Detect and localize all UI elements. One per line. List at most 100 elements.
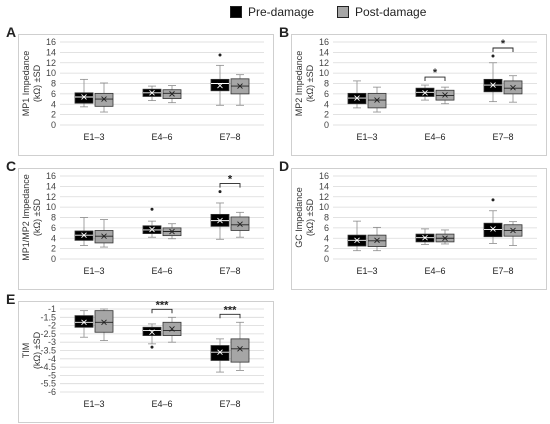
mean-marker: [169, 228, 175, 235]
mean-marker: [374, 97, 380, 103]
mean-marker: [217, 349, 223, 355]
mean-marker: [442, 92, 448, 98]
chart-e-svg: -1-1.5-2-2.5-3-3.5-4-4.5-5-5.5-6 TIM(kΩ) …: [21, 299, 264, 409]
x-tick-label: E1–3: [356, 132, 377, 142]
box: [74, 315, 94, 328]
mean-marker: [354, 95, 360, 101]
x-tick-label: E7–8: [219, 399, 240, 409]
mean-marker: [81, 232, 87, 238]
x-tick-label: E1–3: [356, 266, 377, 276]
significance-bracket: [424, 76, 446, 82]
legend-item-pre-damage: Pre-damage: [230, 5, 314, 19]
y-tick-label: -4: [48, 354, 56, 364]
y-tick-label: -3.5: [40, 346, 56, 356]
y-tick-label: 8: [51, 213, 56, 223]
y-tick-label: 6: [51, 223, 56, 233]
panel-e: E -1 -1.5 -2 -2.5 -3 -3.5 -4 -4.5 -5 -5.5 -6 TIM(kΩ…: [4, 291, 274, 423]
y-tick-label: 8: [324, 79, 329, 89]
y-axis-label-line: TIM: [21, 343, 31, 359]
y-tick-label: 0: [324, 254, 329, 264]
y-tick-label: -2: [48, 321, 56, 331]
outlier-point: [150, 207, 154, 211]
legend: Pre-damage Post-damage: [0, 4, 550, 22]
mean-marker: [422, 90, 428, 96]
mean-marker: [81, 319, 87, 326]
y-tick-label: 16: [46, 37, 56, 47]
y-tick-label: 6: [51, 89, 56, 99]
y-tick-label: -2.5: [40, 329, 56, 339]
y-tick-label: 0: [51, 120, 56, 130]
y-tick-label: 16: [319, 37, 329, 47]
significance-bracket: [219, 183, 241, 188]
y-tick-label: -3: [48, 337, 56, 347]
mean-marker: [510, 227, 516, 234]
y-tick-label: 0: [324, 120, 329, 130]
y-axis-label-line: MP1 Impedance: [21, 51, 31, 117]
legend-swatch-post-damage: [337, 6, 349, 18]
y-axis-label-line: (kΩ) ±SD: [32, 331, 42, 369]
panel-letter: E: [6, 291, 16, 307]
y-tick-label: 2: [324, 110, 329, 120]
mean-marker: [169, 91, 175, 97]
mean-marker: [374, 237, 380, 244]
box: [94, 92, 114, 107]
outlier-point: [491, 198, 495, 202]
box: [142, 326, 162, 336]
y-tick-label: 8: [51, 79, 56, 89]
y-axis-label-line: GC Impedance: [294, 187, 304, 248]
y-tick-label: 14: [319, 181, 329, 191]
panel-frame: [18, 301, 274, 423]
significance-star: *: [228, 174, 233, 186]
panel-a: A 0 2 4 6 8 10 12 14 16 MP1 Impedance(kΩ) ±SD E1–3…: [4, 24, 274, 156]
y-tick-label: 6: [324, 89, 329, 99]
mean-marker: [101, 96, 107, 102]
mean-marker: [149, 90, 155, 96]
mean-marker: [354, 237, 360, 244]
y-tick-label: 4: [51, 233, 56, 243]
y-tick-label: 16: [46, 171, 56, 181]
panel-letter: C: [6, 158, 17, 174]
y-tick-label: 4: [324, 99, 329, 109]
y-tick-label: 2: [324, 244, 329, 254]
mean-marker: [237, 346, 243, 352]
panel-letter: A: [6, 24, 17, 40]
box: [74, 92, 94, 104]
mean-marker: [101, 319, 107, 326]
significance-star: ***: [224, 304, 238, 316]
outlier-point: [491, 54, 495, 58]
panel-d: D 0 2 4 6 8 10 12 14 16 GC Impedance(kΩ) ±SD E1–3 E…: [277, 158, 547, 290]
y-axis-label: MP1/MP2 Impedance(kΩ) ±SD: [21, 174, 42, 261]
y-tick-label: 14: [46, 47, 56, 57]
y-axis-label: MP2 Impedance(kΩ) ±SD: [294, 51, 315, 117]
y-tick-label: 2: [51, 244, 56, 254]
mean-marker: [149, 226, 155, 233]
outlier-point: [150, 345, 154, 349]
outlier-point: [218, 190, 222, 194]
x-tick-label: E1–3: [83, 399, 104, 409]
panel-c: C 0 2 4 6 8 10 12 14 16 MP1/MP2 Impedance(kΩ) ±SD…: [4, 158, 274, 290]
y-axis-label-line: (kΩ) ±SD: [32, 198, 42, 236]
y-tick-label: 12: [46, 58, 56, 68]
x-tick-label: E7–8: [219, 132, 240, 142]
mean-marker: [217, 217, 223, 224]
y-axis-label-line: MP2 Impedance: [294, 51, 304, 117]
box: [483, 222, 503, 238]
y-tick-label: 10: [319, 68, 329, 78]
panel-letter: D: [279, 158, 290, 174]
x-tick-label: E4–6: [151, 132, 172, 142]
y-tick-label: 4: [324, 233, 329, 243]
y-tick-label: 0: [51, 254, 56, 264]
mean-marker: [81, 94, 87, 100]
significance-star: ***: [156, 299, 170, 311]
y-tick-label: 14: [46, 181, 56, 191]
y-tick-label: -1.5: [40, 312, 56, 322]
mean-marker: [237, 83, 243, 89]
box: [230, 338, 250, 363]
legend-label-pre-damage: Pre-damage: [248, 5, 315, 19]
legend-swatch-pre-damage: [230, 6, 242, 18]
legend-label-post-damage: Post-damage: [355, 5, 427, 19]
y-tick-label: 12: [319, 58, 329, 68]
